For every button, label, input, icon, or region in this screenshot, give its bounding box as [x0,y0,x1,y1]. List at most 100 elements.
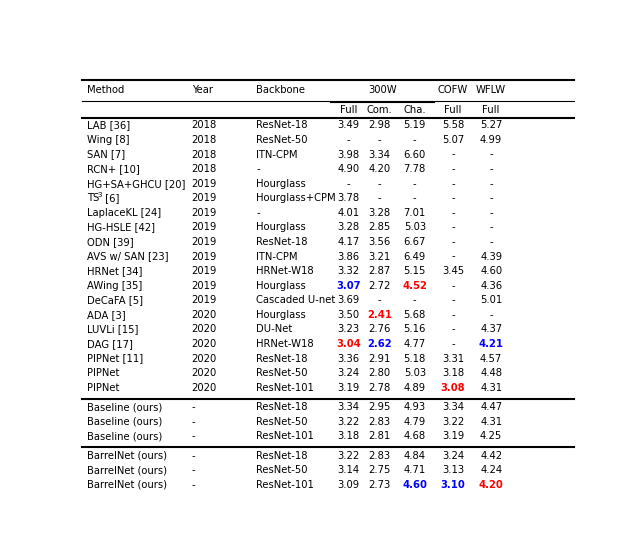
Text: -: - [490,310,493,320]
Text: 3.13: 3.13 [442,465,464,475]
Text: -: - [413,295,417,305]
Text: PIPNet: PIPNet [88,383,120,393]
Text: 3.34: 3.34 [369,150,390,159]
Text: AVS w/ SAN [23]: AVS w/ SAN [23] [88,252,169,262]
Text: Baseline (ours): Baseline (ours) [88,431,163,441]
Text: 4.57: 4.57 [480,353,502,364]
Text: 4.84: 4.84 [404,451,426,461]
Text: 5.03: 5.03 [404,222,426,232]
Text: -: - [378,135,381,145]
Text: ADA [3]: ADA [3] [88,310,126,320]
Text: -: - [451,193,455,203]
Text: 2018: 2018 [191,164,217,174]
Text: 2020: 2020 [191,353,217,364]
Text: 2.41: 2.41 [367,310,392,320]
Text: 2.83: 2.83 [369,451,390,461]
Text: Cha.: Cha. [403,104,426,115]
Text: 3.19: 3.19 [337,383,360,393]
Text: 3.23: 3.23 [337,325,360,334]
Text: 3.22: 3.22 [337,417,360,427]
Text: LAB [36]: LAB [36] [88,120,131,131]
Text: 4.71: 4.71 [404,465,426,475]
Text: 4.37: 4.37 [480,325,502,334]
Text: 4.24: 4.24 [480,465,502,475]
Text: -: - [191,480,195,490]
Text: COFW: COFW [438,85,468,95]
Text: 4.17: 4.17 [337,237,360,247]
Text: 5.27: 5.27 [480,120,502,131]
Text: ResNet-18: ResNet-18 [256,237,308,247]
Text: 3.34: 3.34 [442,402,464,412]
Text: ResNet-101: ResNet-101 [256,383,314,393]
Text: -: - [346,135,350,145]
Text: 5.18: 5.18 [404,353,426,364]
Text: 2.80: 2.80 [369,368,390,378]
Text: -: - [451,339,455,349]
Text: 6.67: 6.67 [404,237,426,247]
Text: ResNet-50: ResNet-50 [256,465,308,475]
Text: HG-HSLE [42]: HG-HSLE [42] [88,222,156,232]
Text: 2.62: 2.62 [367,339,392,349]
Text: -: - [490,150,493,159]
Text: 5.15: 5.15 [404,266,426,276]
Text: 4.31: 4.31 [480,383,502,393]
Text: 3.49: 3.49 [337,120,360,131]
Text: 2020: 2020 [191,339,217,349]
Text: -: - [378,179,381,189]
Text: 3.22: 3.22 [442,417,464,427]
Text: ITN-CPM: ITN-CPM [256,252,298,262]
Text: -: - [413,193,417,203]
Text: 2018: 2018 [191,120,217,131]
Text: Backbone: Backbone [256,85,305,95]
Text: 3.19: 3.19 [442,431,464,441]
Text: -: - [490,208,493,218]
Text: 2.91: 2.91 [369,353,391,364]
Text: 6.49: 6.49 [404,252,426,262]
Text: 3.21: 3.21 [369,252,390,262]
Text: 6.60: 6.60 [404,150,426,159]
Text: 2.87: 2.87 [369,266,390,276]
Text: 2019: 2019 [191,237,217,247]
Text: 2.85: 2.85 [369,222,390,232]
Text: 4.93: 4.93 [404,402,426,412]
Text: ResNet-101: ResNet-101 [256,480,314,490]
Text: -: - [413,179,417,189]
Text: -: - [413,135,417,145]
Text: SAN [7]: SAN [7] [88,150,125,159]
Text: 4.20: 4.20 [479,480,504,490]
Text: ODN [39]: ODN [39] [88,237,134,247]
Text: LaplaceKL [24]: LaplaceKL [24] [88,208,161,218]
Text: 4.68: 4.68 [404,431,426,441]
Text: 2.83: 2.83 [369,417,390,427]
Text: 3.34: 3.34 [337,402,359,412]
Text: 4.47: 4.47 [480,402,502,412]
Text: 2.72: 2.72 [369,281,391,290]
Text: -: - [490,222,493,232]
Text: 3.04: 3.04 [336,339,361,349]
Text: -: - [451,237,455,247]
Text: 2020: 2020 [191,325,217,334]
Text: 4.01: 4.01 [337,208,360,218]
Text: ResNet-101: ResNet-101 [256,431,314,441]
Text: 2019: 2019 [191,252,217,262]
Text: WFLW: WFLW [476,85,506,95]
Text: -: - [451,295,455,305]
Text: 3.28: 3.28 [369,208,390,218]
Text: Hourglass: Hourglass [256,281,306,290]
Text: 7.01: 7.01 [404,208,426,218]
Text: 2020: 2020 [191,383,217,393]
Text: 5.01: 5.01 [480,295,502,305]
Text: 5.58: 5.58 [442,120,464,131]
Text: ResNet-50: ResNet-50 [256,135,308,145]
Text: -: - [191,402,195,412]
Text: -: - [451,164,455,174]
Text: -: - [490,237,493,247]
Text: -: - [451,310,455,320]
Text: -: - [191,417,195,427]
Text: 3.24: 3.24 [442,451,464,461]
Text: 4.48: 4.48 [480,368,502,378]
Text: -: - [451,208,455,218]
Text: DeCaFA [5]: DeCaFA [5] [88,295,143,305]
Text: ResNet-18: ResNet-18 [256,120,308,131]
Text: 3.32: 3.32 [337,266,360,276]
